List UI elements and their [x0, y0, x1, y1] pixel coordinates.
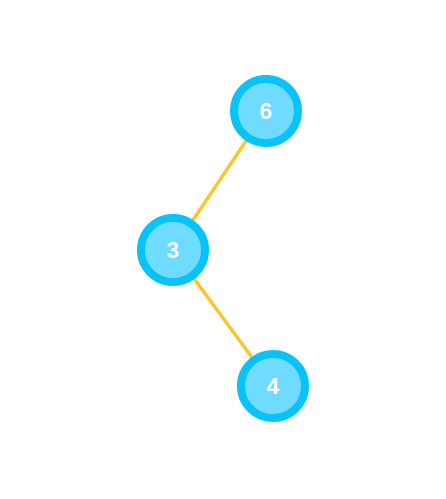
tree-node-3[interactable]: 3 — [137, 214, 209, 286]
node-circle — [137, 214, 209, 286]
node-label: 4 — [267, 373, 280, 399]
node-label: 3 — [167, 237, 180, 263]
tree-node-6[interactable]: 6 — [230, 75, 302, 147]
node-circle — [230, 75, 302, 147]
nodes-layer: 6 3 4 — [137, 75, 309, 422]
node-circle — [237, 350, 309, 422]
node-label: 6 — [260, 98, 273, 124]
tree-node-4[interactable]: 4 — [237, 350, 309, 422]
